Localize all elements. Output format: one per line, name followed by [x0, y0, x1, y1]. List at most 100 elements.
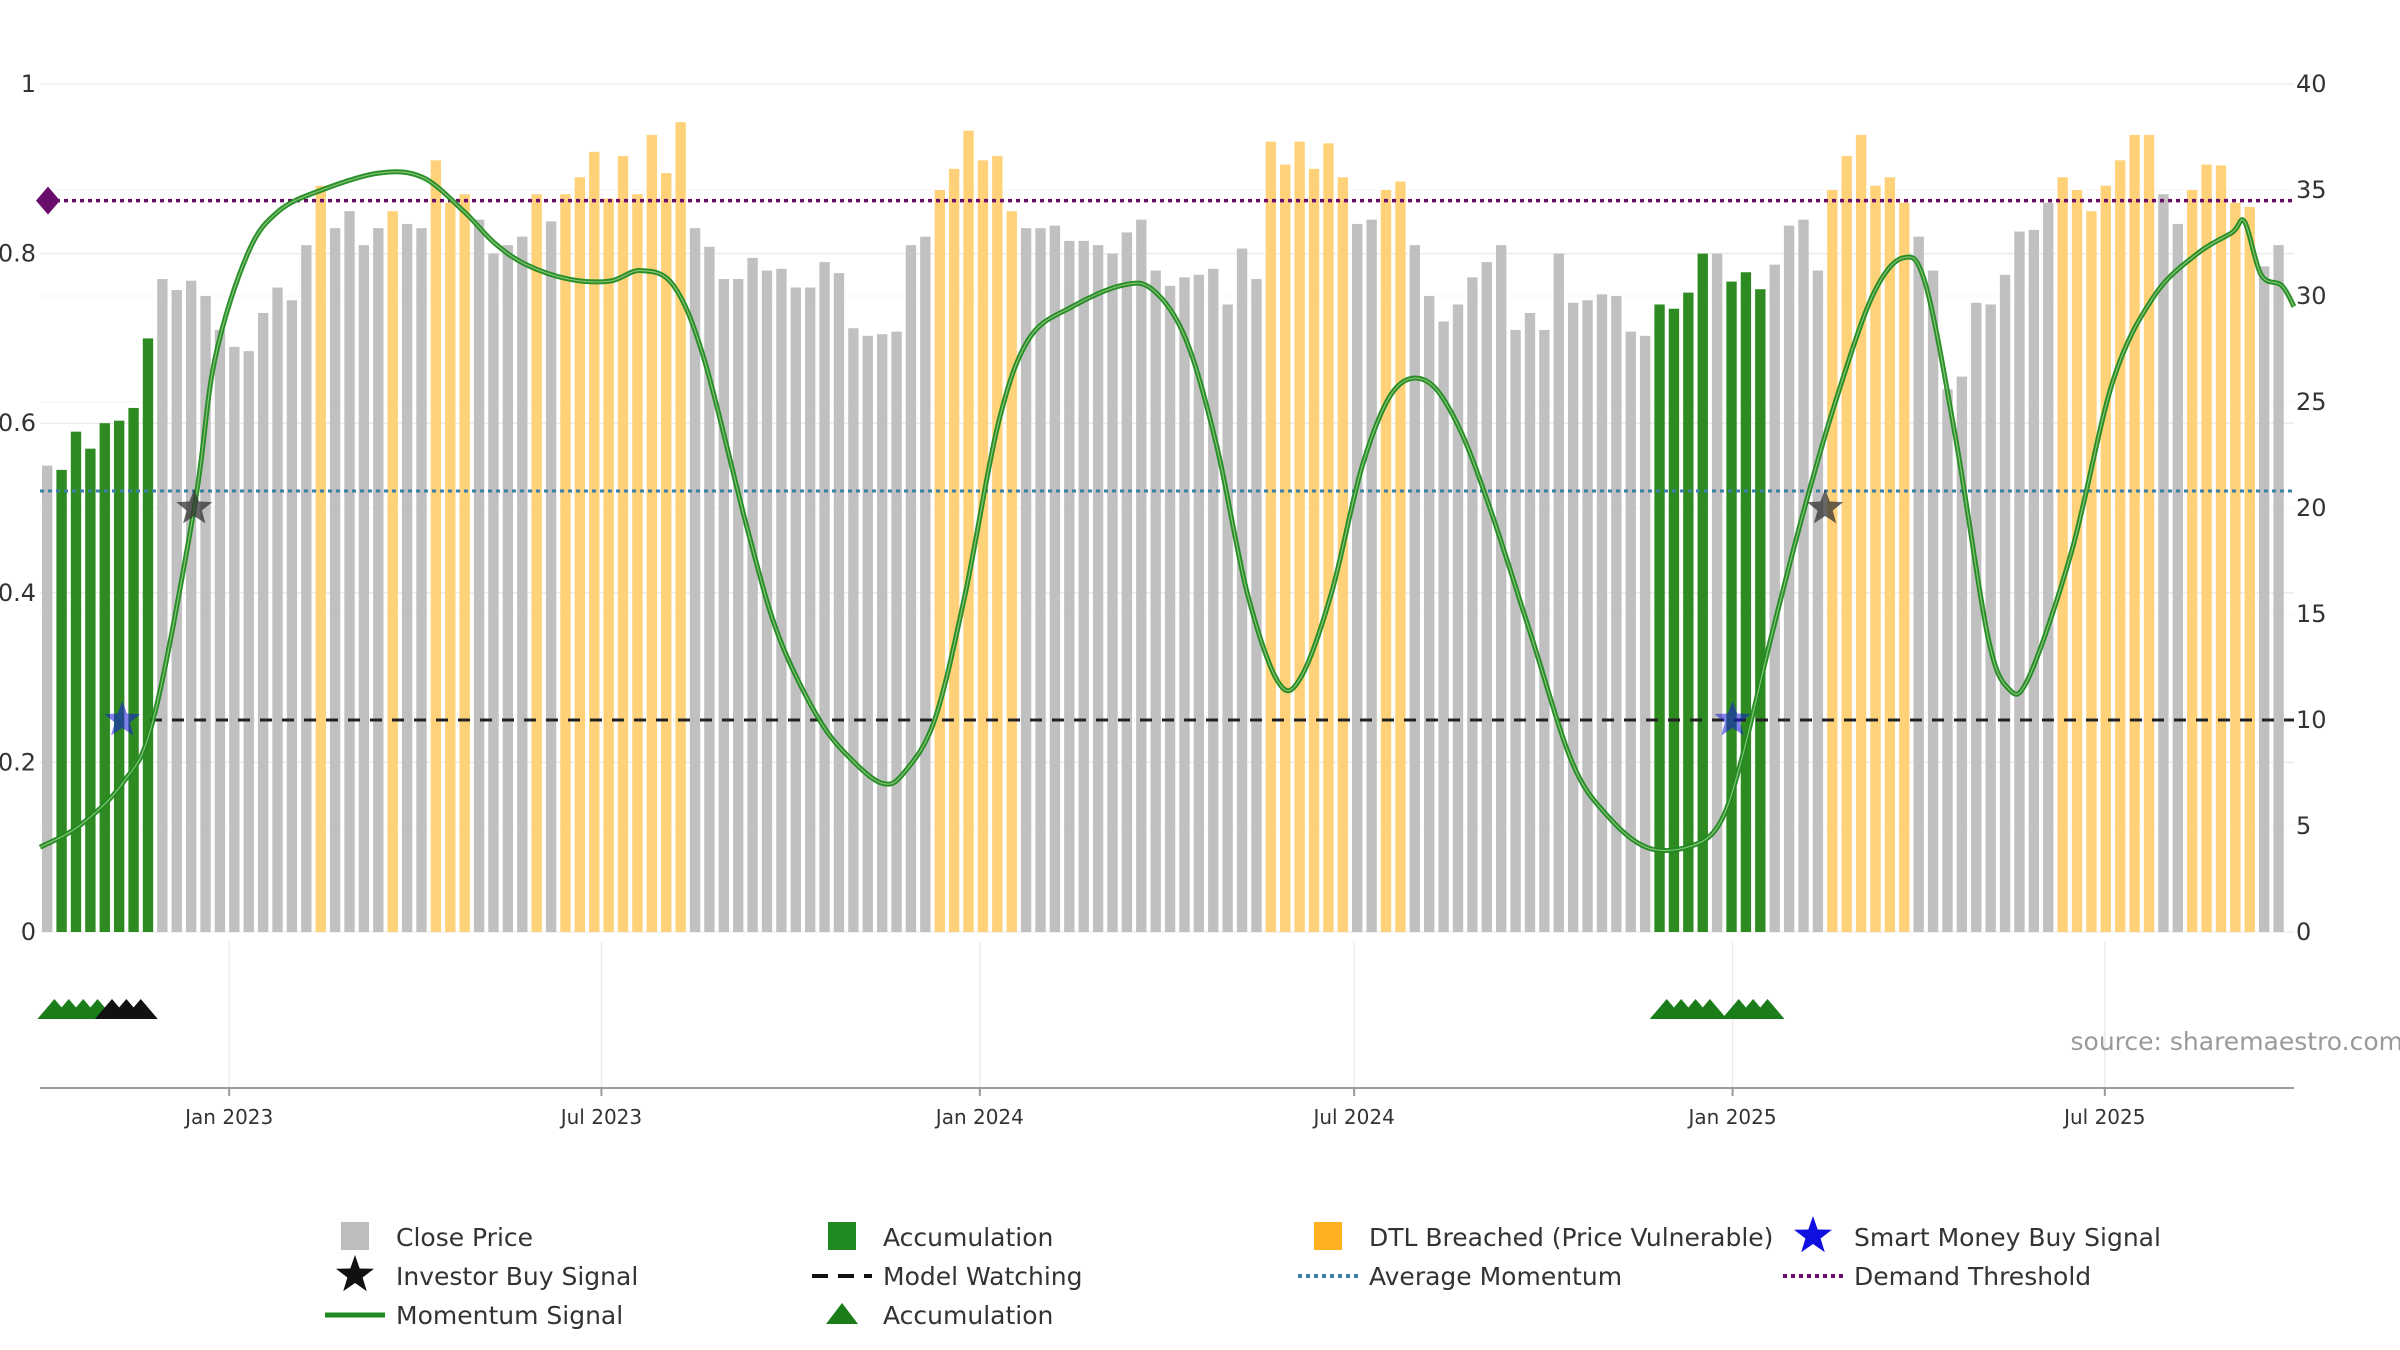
dtl-breached-bar	[1294, 141, 1305, 932]
dtl-breached-bar	[977, 160, 989, 932]
close-price-bar	[214, 329, 226, 932]
close-price-bar	[200, 296, 211, 932]
close-price-bar	[157, 279, 168, 932]
legend-orange-square-icon	[1314, 1222, 1342, 1250]
accumulation-bar	[1654, 304, 1665, 933]
dtl-breached-bar	[1395, 181, 1406, 932]
accumulation-bar	[85, 448, 96, 932]
accumulation-bar	[1683, 292, 1694, 932]
close-price-bar	[416, 228, 427, 932]
dtl-breached-bar	[387, 211, 398, 932]
dtl-breached-bar	[1323, 143, 1334, 933]
close-price-bar	[229, 346, 240, 932]
close-price-bar	[545, 221, 557, 933]
purple-diamond-icon	[36, 186, 60, 215]
legend-label: DTL Breached (Price Vulnerable)	[1369, 1223, 1773, 1252]
legend-label: Investor Buy Signal	[396, 1262, 638, 1291]
legend-label: Average Momentum	[1369, 1262, 1622, 1291]
close-price-bar	[2158, 194, 2169, 933]
close-price-bar	[1208, 268, 1219, 932]
dtl-breached-bar	[2201, 164, 2212, 932]
close-price-bar	[1424, 296, 1435, 932]
close-price-bar	[1236, 248, 1248, 933]
y-left-tick-label: 0.4	[0, 579, 36, 607]
close-price-bar	[2028, 229, 2040, 932]
y-right-tick-label: 5	[2296, 812, 2311, 840]
close-price-bar	[2258, 266, 2270, 932]
dtl-breached-bar	[632, 194, 643, 933]
legend-label: Close Price	[396, 1223, 533, 1252]
accumulation-bar	[1755, 289, 1766, 932]
y-right-tick-label: 15	[2296, 600, 2327, 628]
close-price-bar	[1956, 376, 1968, 932]
close-price-bar	[1496, 245, 1507, 932]
close-price-bar	[790, 287, 801, 932]
close-price-bar	[2014, 231, 2025, 932]
dtl-breached-bar	[2115, 160, 2126, 932]
close-price-bar	[920, 236, 931, 932]
dtl-breached-bar	[1006, 211, 1017, 932]
close-price-bar	[344, 211, 355, 932]
close-price-bar	[1092, 245, 1104, 932]
accumulation-bar	[1668, 308, 1680, 933]
dtl-breached-bar	[2129, 134, 2140, 932]
legend-label: Momentum Signal	[396, 1301, 623, 1330]
dtl-breached-bar	[2215, 165, 2227, 932]
close-price-bar	[1769, 264, 1780, 932]
close-price-bar	[1985, 304, 1996, 933]
close-price-bar	[747, 257, 758, 933]
close-price-bar	[1539, 329, 1550, 932]
dtl-breached-bar	[2244, 206, 2255, 932]
dtl-breached-bar	[315, 185, 326, 932]
close-price-bar	[473, 219, 485, 932]
legend-label: Model Watching	[883, 1262, 1083, 1291]
close-price-bar	[819, 262, 830, 933]
x-tick-label: Jul 2025	[2062, 1105, 2145, 1129]
close-price-bar	[1452, 304, 1464, 933]
close-price-bar	[185, 280, 197, 933]
close-price-bar	[891, 331, 902, 933]
dtl-breached-bar	[1827, 190, 1838, 932]
close-price-bar	[1611, 296, 1622, 932]
dtl-breached-bar	[661, 173, 672, 933]
legend-item: Momentum Signal	[325, 1301, 623, 1330]
close-price-bar	[1020, 228, 1032, 932]
accumulation-bar	[99, 423, 110, 932]
legend-item: DTL Breached (Price Vulnerable)	[1314, 1222, 1773, 1252]
close-price-bar	[1798, 219, 1809, 932]
close-price-bar	[689, 228, 701, 932]
legend-item: Average Momentum	[1298, 1262, 1622, 1291]
close-price-bar	[704, 246, 715, 933]
close-price-bar	[1438, 321, 1449, 932]
close-price-bar	[1812, 270, 1824, 932]
close-price-bar	[1582, 300, 1593, 932]
dtl-breached-bar	[646, 134, 658, 932]
close-price-bar	[1222, 304, 1233, 933]
dtl-breached-bar	[445, 202, 456, 933]
close-price-bar	[358, 245, 370, 932]
x-tick-label: Jul 2024	[1311, 1105, 1394, 1129]
close-price-bar	[876, 334, 888, 932]
dtl-breached-bar	[1380, 190, 1392, 932]
close-price-bar	[1150, 270, 1161, 932]
x-tick-label: Jan 2025	[1687, 1105, 1777, 1129]
y-right-tick-label: 0	[2296, 918, 2311, 946]
dtl-breached-bar	[1899, 202, 1910, 933]
legend-green-triangle-icon	[826, 1303, 858, 1324]
legend-blue-star-icon	[1794, 1216, 1832, 1253]
investor-buy-star-icon	[1807, 489, 1844, 524]
y-left-tick-label: 0.2	[0, 748, 36, 776]
close-price-bar	[1567, 302, 1579, 932]
legend-item: Smart Money Buy Signal	[1794, 1216, 2161, 1253]
close-price-bar	[272, 287, 283, 932]
dtl-breached-bar	[2071, 190, 2083, 932]
bars	[42, 122, 2284, 933]
dtl-breached-bar	[963, 130, 974, 932]
dtl-breached-bar	[1308, 168, 1320, 933]
close-price-bar	[243, 351, 254, 932]
legend-label: Demand Threshold	[1854, 1262, 2091, 1291]
close-price-bar	[488, 253, 499, 933]
dtl-breached-bar	[430, 160, 442, 932]
close-price-bar	[1409, 245, 1420, 932]
